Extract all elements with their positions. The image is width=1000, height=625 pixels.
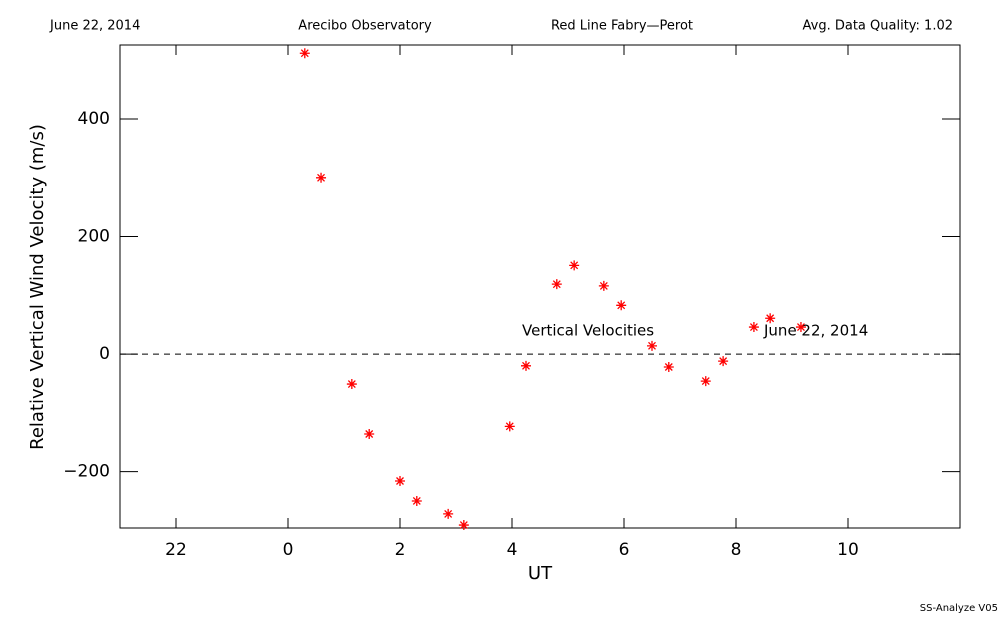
annotation: Vertical Velocities [522, 322, 654, 340]
x-tick-label: 0 [283, 540, 294, 560]
point [504, 421, 515, 432]
point [395, 475, 405, 486]
y-axis-label: Relative Vertical Wind Velocity (m/s) [27, 124, 48, 450]
x-tick-label: 2 [395, 540, 406, 560]
point [765, 313, 776, 324]
header-instrument: Red Line Fabry—Perot [551, 19, 693, 34]
header-quality: Avg. Data Quality: 1.02 [803, 19, 953, 34]
point [647, 340, 657, 351]
point [411, 495, 422, 506]
point [718, 356, 729, 367]
x-tick-label: 10 [837, 540, 859, 560]
point [551, 279, 562, 290]
point [748, 322, 759, 333]
point [458, 520, 469, 531]
header-date: June 22, 2014 [49, 19, 140, 34]
point [598, 280, 609, 291]
annotation: June 22, 2014 [763, 322, 868, 340]
y-tick-label: 200 [78, 227, 110, 247]
x-tick-label: 6 [619, 540, 630, 560]
point [521, 360, 531, 371]
y-tick-label: −200 [63, 462, 110, 482]
point [364, 428, 375, 439]
point [299, 48, 310, 59]
plot-frame [119, 44, 961, 529]
y-tick-label: 400 [78, 109, 110, 129]
x-axis-label: UT [528, 563, 553, 584]
point [346, 379, 357, 390]
point [700, 376, 711, 387]
point [569, 260, 580, 271]
point [443, 508, 454, 519]
footer: SS-Analyze V05 [920, 603, 998, 614]
y-tick-label: 0 [99, 344, 110, 364]
point [316, 172, 327, 183]
header-site: Arecibo Observatory [298, 19, 432, 34]
point [663, 362, 674, 372]
point [616, 300, 627, 311]
x-tick-label: 8 [731, 540, 742, 560]
x-tick-label: 4 [507, 540, 518, 560]
point [795, 322, 806, 333]
x-tick-label: 22 [165, 540, 187, 560]
